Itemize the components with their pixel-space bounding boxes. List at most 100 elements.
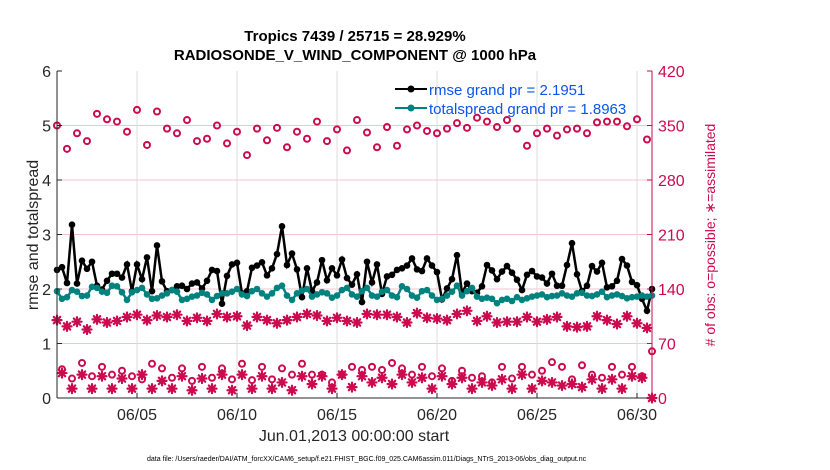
assimilated-obs-point [571,321,583,333]
assimilated-obs-point [476,376,488,389]
y-tick-label: 3 [42,228,51,245]
assimilated-obs-point [491,316,503,329]
assimilated-obs-point [591,310,603,322]
possible-obs-point [283,143,291,152]
possible-obs-point [148,359,156,368]
totalspread-point [453,282,461,290]
rmse-point [173,282,181,290]
possible-obs-point [613,117,621,126]
possible-obs-point [498,362,506,371]
totalspread-point [633,293,641,300]
totalspread-point [213,292,221,300]
rmse-point [563,261,571,269]
y-tick-label: 2 [42,282,51,299]
totalspread-point [578,289,586,297]
possible-obs-point [208,373,216,382]
rmse-point [508,269,516,276]
assimilated-obs-point [406,376,418,389]
rmse-point [383,273,391,280]
totalspread-point [513,293,521,301]
possible-obs-point [633,115,641,124]
assimilated-obs-point [516,369,528,381]
assimilated-obs-point [221,311,233,323]
assimilated-obs-point [486,379,498,392]
totalspread-point [428,292,436,299]
rmse-point [263,272,271,279]
assimilated-obs-point [606,373,618,385]
totalspread-point [378,288,386,296]
totalspread-point [643,293,651,300]
totalspread-point [253,285,261,293]
totalspread-point [558,290,566,297]
totalspread-point [108,282,116,290]
assimilated-obs-point [326,383,338,395]
assimilated-obs-point [271,317,283,329]
assimilated-obs-point [521,311,533,323]
rmse-point [588,262,596,270]
rmse-point [583,282,591,290]
rmse-point [228,261,236,268]
y2-tick-label: 350 [658,119,685,136]
assimilated-obs-point [386,378,398,390]
totalspread-point [548,292,556,300]
assimilated-obs-point [546,376,558,389]
totalspread-point [308,293,316,300]
possible-obs-point [593,118,601,127]
totalspread-point [58,295,66,303]
possible-obs-point [388,358,396,367]
assimilated-obs-point [601,314,613,326]
totalspread-point [368,292,376,299]
totalspread-point [333,292,341,299]
possible-obs-point [423,126,431,135]
totalspread-point [243,292,251,300]
assimilated-obs-point [211,308,223,320]
possible-obs-point [513,124,521,133]
assimilated-obs-point [431,312,443,325]
possible-obs-point [628,362,636,371]
assimilated-obs-point [251,311,263,323]
assimilated-obs-point [106,383,118,395]
totalspread-point [298,287,306,294]
legend: rmse grand pr = 2.1951 totalspread grand… [395,82,626,118]
x-tick-label: 06/10 [217,407,257,424]
totalspread-point [563,292,571,299]
rmse-point [598,259,606,267]
rmse-point [363,258,371,266]
possible-obs-point [273,123,281,132]
assimilated-obs-point [396,369,408,381]
totalspread-point [143,291,151,298]
possible-obs-point [473,113,481,122]
rmse-point [523,271,531,279]
possible-obs-point [403,125,411,134]
rmse-point [388,271,396,279]
totalspread-point [263,293,271,300]
assimilated-obs-point [286,384,298,396]
rmse-point [393,266,401,274]
totalspread-point [258,290,266,297]
totalspread-point [208,296,216,304]
totalspread-point [68,286,76,294]
possible-obs-point [188,376,196,385]
rmse-point [483,261,491,269]
possible-obs-point [213,121,221,130]
totalspread-point [63,293,71,301]
totalspread-point [283,292,291,299]
possible-obs-point [78,358,86,367]
totalspread-point [383,286,391,294]
assimilated-obs-point [61,320,73,332]
rmse-point [423,255,431,262]
totalspread-point [538,291,546,298]
totalspread-point [163,290,171,297]
possible-obs-point [368,362,376,371]
assimilated-obs-point [136,369,148,381]
totalspread-point [533,292,541,299]
totalspread-point [438,295,446,303]
assimilated-obs-point [256,370,268,382]
rmse-point [413,266,421,273]
assimilated-obs-point [226,384,238,396]
possible-obs-point [443,124,451,133]
rmse-point [103,277,111,285]
possible-obs-point [233,127,241,136]
possible-obs-point [258,362,266,371]
rmse-point [288,250,296,257]
